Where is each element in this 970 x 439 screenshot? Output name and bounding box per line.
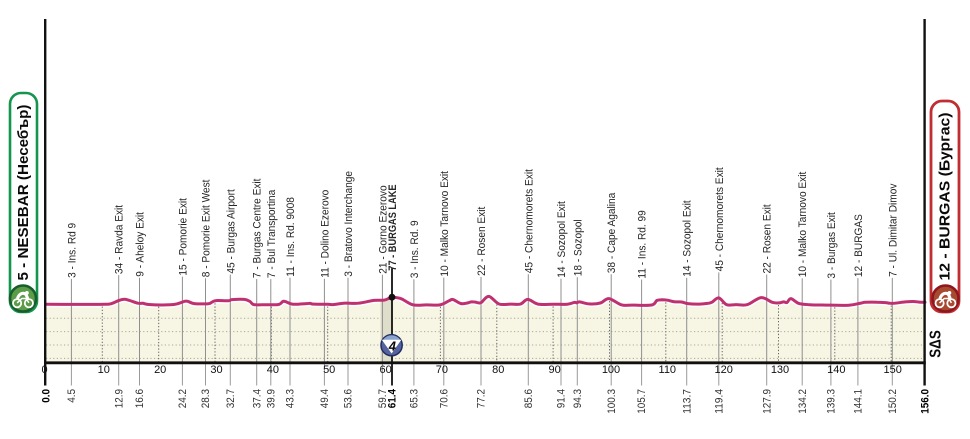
svg-text:30: 30 <box>210 364 222 376</box>
svg-text:37.4: 37.4 <box>251 389 263 408</box>
svg-text:134.2: 134.2 <box>797 389 809 414</box>
svg-text:11 - Ins. Rd. 99: 11 - Ins. Rd. 99 <box>637 210 649 278</box>
svg-text:156.0: 156.0 <box>920 389 932 414</box>
svg-text:10 - Malko Tarnovo Exit: 10 - Malko Tarnovo Exit <box>797 172 809 278</box>
svg-text:3 - Burgas Exit: 3 - Burgas Exit <box>826 212 838 278</box>
svg-text:127.9: 127.9 <box>761 389 773 414</box>
svg-text:119.4: 119.4 <box>713 389 725 414</box>
svg-text:15 - Pomorie Exit: 15 - Pomorie Exit <box>177 198 189 276</box>
svg-text:110: 110 <box>659 364 677 376</box>
svg-text:100.3: 100.3 <box>606 389 618 414</box>
svg-text:7 - Bul Transportina: 7 - Bul Transportina <box>266 189 278 278</box>
svg-text:22 - Rosen Exit: 22 - Rosen Exit <box>762 204 774 273</box>
svg-text:45 - Chernomorets Exit: 45 - Chernomorets Exit <box>714 167 726 271</box>
svg-text:32.7: 32.7 <box>225 389 237 408</box>
svg-text:70.6: 70.6 <box>438 389 450 408</box>
svg-text:100: 100 <box>602 364 620 376</box>
svg-text:43.3: 43.3 <box>285 389 297 408</box>
svg-text:21 - Gorno Ezerovo: 21 - Gorno Ezerovo <box>377 185 389 273</box>
svg-text:144.1: 144.1 <box>853 389 865 414</box>
svg-text:7 - Ul. Dimitar Dimov: 7 - Ul. Dimitar Dimov <box>887 183 899 277</box>
svg-text:80: 80 <box>492 364 504 376</box>
svg-text:12 - BURGAS: 12 - BURGAS <box>853 214 865 277</box>
svg-text:65.3: 65.3 <box>409 389 421 408</box>
svg-text:5 - NESEBAR (Несебър): 5 - NESEBAR (Несебър) <box>16 104 32 280</box>
svg-text:4: 4 <box>388 338 397 353</box>
svg-text:53.6: 53.6 <box>343 389 355 408</box>
svg-text:3 - Bratovo Interchange: 3 - Bratovo Interchange <box>343 171 355 277</box>
svg-text:150: 150 <box>884 364 902 376</box>
svg-text:140: 140 <box>827 364 845 376</box>
svg-text:85.6: 85.6 <box>523 389 535 408</box>
svg-text:8 - Pomorie Exit West: 8 - Pomorie Exit West <box>201 180 213 278</box>
svg-text:9 - Aheloy Exit: 9 - Aheloy Exit <box>135 212 147 277</box>
svg-text:0: 0 <box>41 364 47 376</box>
svg-text:45 - Burgas Airport: 45 - Burgas Airport <box>225 189 237 273</box>
svg-text:150.2: 150.2 <box>887 389 899 414</box>
svg-text:28.3: 28.3 <box>200 389 212 408</box>
svg-text:3 - Ins. Rd 9: 3 - Ins. Rd 9 <box>66 223 78 278</box>
svg-text:77 - BURGAS LAKE: 77 - BURGAS LAKE <box>387 184 399 270</box>
svg-text:38 - Cape Agalina: 38 - Cape Agalina <box>606 192 618 273</box>
svg-text:105.7: 105.7 <box>636 389 648 414</box>
svg-text:130: 130 <box>771 364 789 376</box>
svg-text:16.6: 16.6 <box>134 389 146 408</box>
svg-text:0.0: 0.0 <box>41 389 53 403</box>
svg-text:34 - Ravda Exit: 34 - Ravda Exit <box>114 205 126 274</box>
svg-text:14 - Sozopol Exit: 14 - Sozopol Exit <box>682 200 694 277</box>
svg-text:18 - Sozopol: 18 - Sozopol <box>572 219 584 276</box>
svg-text:49.4: 49.4 <box>319 389 331 408</box>
svg-text:22 - Rosen Exit: 22 - Rosen Exit <box>476 207 488 276</box>
svg-text:61.4: 61.4 <box>387 388 399 408</box>
svg-text:59.7: 59.7 <box>377 389 389 408</box>
svg-text:20: 20 <box>154 364 166 376</box>
svg-text:50: 50 <box>323 364 335 376</box>
svg-text:90: 90 <box>548 364 560 376</box>
svg-text:91.4: 91.4 <box>556 389 568 408</box>
svg-text:10 - Malko Tarnovo Exit: 10 - Malko Tarnovo Exit <box>439 171 451 277</box>
svg-text:139.3: 139.3 <box>826 389 838 414</box>
svg-text:11 - Dolino Ezerovo: 11 - Dolino Ezerovo <box>319 190 331 278</box>
svg-text:24.2: 24.2 <box>177 389 189 408</box>
svg-text:7 - Burgas Centre Exit: 7 - Burgas Centre Exit <box>252 179 264 279</box>
svg-text:39.9: 39.9 <box>265 389 277 408</box>
svg-text:77.2: 77.2 <box>476 389 488 408</box>
svg-text:120: 120 <box>715 364 733 376</box>
svg-text:4.5: 4.5 <box>66 389 78 403</box>
svg-text:70: 70 <box>436 364 448 376</box>
svg-text:40: 40 <box>267 364 279 376</box>
svg-text:12 - BURGAS (Бургас): 12 - BURGAS (Бургас) <box>938 112 954 280</box>
svg-text:10: 10 <box>98 364 110 376</box>
svg-text:60: 60 <box>379 364 391 376</box>
svg-text:3 - Ins. Rd. 9: 3 - Ins. Rd. 9 <box>409 220 421 278</box>
svg-text:94.3: 94.3 <box>572 389 584 408</box>
svg-text:14 - Sozopol Exit: 14 - Sozopol Exit <box>556 201 568 278</box>
svg-text:45 - Chernomorets Exit: 45 - Chernomorets Exit <box>523 169 535 273</box>
svg-text:SΔS: SΔS <box>927 330 944 358</box>
svg-text:12.9: 12.9 <box>113 389 125 408</box>
svg-text:113.7: 113.7 <box>681 389 693 414</box>
svg-text:11 - Ins. Rd. 9008: 11 - Ins. Rd. 9008 <box>285 197 297 277</box>
